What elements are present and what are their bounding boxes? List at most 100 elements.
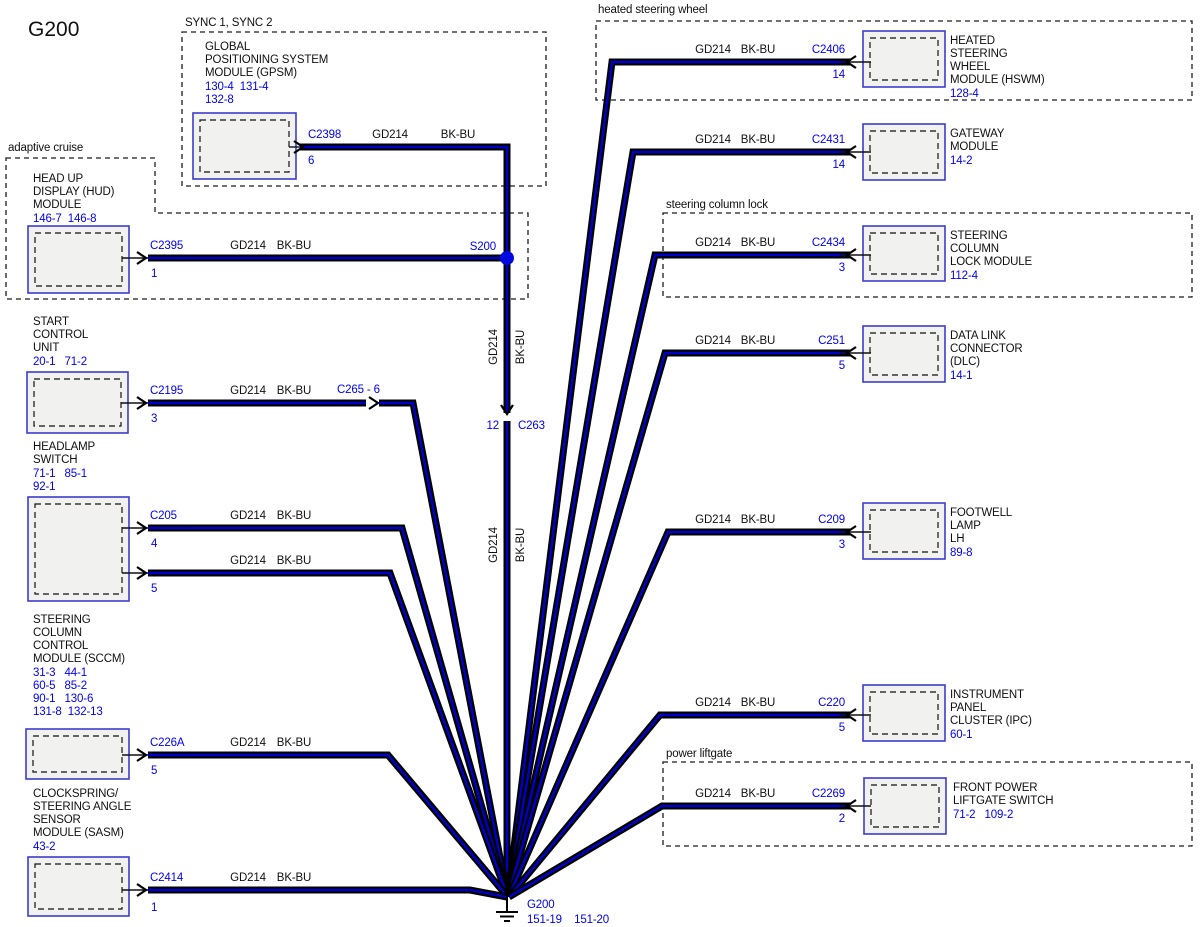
wire-headlamp-pin4 — [148, 524, 511, 896]
pin-number: 4 — [151, 538, 158, 550]
svg-text:STEERING: STEERING — [33, 614, 91, 626]
svg-text:131-8 132-13: 131-8 132-13 — [33, 706, 103, 718]
svg-text:LIFTGATE SWITCH: LIFTGATE SWITCH — [953, 795, 1053, 807]
module-label-hud: HEAD UP DISPLAY (HUD) MODULE 146-7 146-8… — [33, 173, 496, 280]
wire-circuit-label: GD214 — [488, 328, 500, 364]
svg-text:146-7 146-8: 146-7 146-8 — [33, 213, 96, 225]
region-box-adaptive-cruise — [5, 157, 529, 300]
svg-text:31-3 44-1: 31-3 44-1 — [33, 667, 87, 679]
trunk-wire-labels: GD214 BK-BU GD214 BK-BU — [488, 328, 527, 562]
module-label-headlamp-switch: HEADLAMP SWITCH 71-1 85-1 92-1 C205 4 GD… — [33, 441, 311, 595]
wire-circuit-label: GD214 — [372, 129, 408, 141]
svg-text:20-1 71-2: 20-1 71-2 — [33, 356, 87, 368]
wire-gpsm-trunk — [300, 143, 511, 897]
svg-text:FRONT POWER: FRONT POWER — [953, 782, 1037, 794]
connector-id: C2431 — [812, 134, 845, 146]
module-label-hswm: HEATED STEERING WHEEL MODULE (HSWM) 128-… — [695, 35, 1045, 100]
wire-headlamp-pin5 — [148, 569, 511, 897]
wire-color-label: BK-BU — [741, 44, 775, 56]
module-box-steering-column-lock — [862, 225, 946, 282]
svg-text:COLUMN: COLUMN — [950, 243, 999, 255]
svg-text:LH: LH — [950, 533, 964, 545]
wire-circuit-label: GD214 — [230, 737, 266, 749]
wire-liftgate — [507, 802, 850, 901]
svg-text:WHEEL: WHEEL — [950, 61, 991, 73]
svg-text:MODULE (HSWM): MODULE (HSWM) — [950, 74, 1045, 86]
svg-text:CLOCKSPRING/: CLOCKSPRING/ — [33, 788, 119, 800]
connector-id: C205 — [150, 510, 177, 522]
wire-circuit-label: GD214 — [230, 872, 266, 884]
svg-text:GLOBAL: GLOBAL — [205, 41, 251, 53]
svg-text:MODULE (SCCM): MODULE (SCCM) — [33, 653, 125, 665]
arrow-right-icon — [368, 396, 380, 410]
wire-color-label: BK-BU — [741, 788, 775, 800]
pin-number: 3 — [151, 413, 157, 425]
svg-text:START: START — [33, 316, 69, 328]
region-box-sync — [181, 31, 547, 187]
pin-number: 5 — [151, 765, 157, 777]
wire-circuit-label: GD214 — [230, 555, 266, 567]
wire-circuit-label: GD214 — [695, 335, 731, 347]
svg-text:43-2: 43-2 — [33, 841, 55, 853]
wire-circuit-label: GD214 — [695, 514, 731, 526]
module-label-ipc: INSTRUMENT PANEL CLUSTER (IPC) 60-1 C220… — [695, 689, 1032, 741]
svg-text:89-8: 89-8 — [950, 547, 972, 559]
svg-text:MODULE (SASM): MODULE (SASM) — [33, 827, 124, 839]
module-label-sasm: CLOCKSPRING/ STEERING ANGLE SENSOR MODUL… — [33, 788, 311, 914]
module-box-hud — [27, 225, 130, 294]
wire-color-label: BK-BU — [277, 555, 311, 567]
module-box-footwell-lamp — [862, 502, 946, 560]
arrow-left-icon — [845, 55, 857, 69]
wire-hswm — [504, 58, 850, 896]
wire-color-label: BK-BU — [741, 335, 775, 347]
wire-color-label: BK-BU — [741, 134, 775, 146]
inline-connector-label: C265 - 6 — [337, 384, 380, 396]
svg-text:MODULE: MODULE — [950, 141, 999, 153]
ground-refs: 151-19 151-20 — [527, 914, 609, 926]
module-label-sccm: STEERING COLUMN CONTROL MODULE (SCCM) 31… — [33, 614, 311, 777]
module-box-liftgate-switch — [863, 777, 947, 835]
module-box-start-control-unit — [26, 371, 129, 434]
pin-number: 5 — [151, 583, 157, 595]
wire-sasm — [148, 886, 508, 901]
connector-id: C220 — [818, 697, 845, 709]
svg-text:COLUMN: COLUMN — [33, 627, 82, 639]
module-box-sccm — [25, 728, 130, 780]
pin-number: 1 — [151, 902, 157, 914]
module-box-hswm — [862, 30, 946, 88]
wire-circuit-label: GD214 — [695, 134, 731, 146]
arrow-right-icon — [136, 251, 148, 265]
wire-circuit-label: GD214 — [695, 788, 731, 800]
svg-text:132-8: 132-8 — [205, 94, 234, 106]
arrow-right-icon — [136, 521, 148, 535]
module-box-sasm — [27, 856, 130, 917]
ground-symbol-icon — [496, 895, 518, 922]
svg-text:MODULE: MODULE — [33, 199, 82, 211]
svg-text:LAMP: LAMP — [950, 520, 981, 532]
inline-connector-id: C263 — [518, 420, 545, 432]
region-label-sync: SYNC 1, SYNC 2 — [185, 17, 272, 29]
pin-number: 5 — [839, 722, 845, 734]
ground-id: G200 — [527, 899, 555, 911]
wire-color-label: BK-BU — [277, 872, 311, 884]
pin-number: 5 — [839, 360, 845, 372]
module-box-gpsm — [192, 112, 297, 180]
pin-number: 2 — [839, 813, 845, 825]
arrow-left-icon — [845, 248, 857, 262]
pin-number: 1 — [151, 268, 157, 280]
svg-text:(DLC): (DLC) — [950, 356, 980, 368]
wire-circuit-label: GD214 — [695, 44, 731, 56]
arrow-right-icon — [293, 140, 305, 154]
arrow-right-icon — [136, 883, 148, 897]
arrow-right-icon — [136, 748, 148, 762]
connector-id: C2395 — [150, 240, 183, 252]
wire-footwell — [505, 528, 850, 898]
svg-text:SWITCH: SWITCH — [33, 454, 77, 466]
svg-text:UNIT: UNIT — [33, 342, 59, 354]
svg-text:71-1 85-1: 71-1 85-1 — [33, 468, 87, 480]
arrow-left-icon — [845, 708, 857, 722]
wire-circuit-label: GD214 — [230, 385, 266, 397]
svg-text:CLUSTER (IPC): CLUSTER (IPC) — [950, 715, 1032, 727]
arrow-right-icon — [136, 566, 148, 580]
svg-text:STEERING ANGLE: STEERING ANGLE — [33, 801, 132, 813]
